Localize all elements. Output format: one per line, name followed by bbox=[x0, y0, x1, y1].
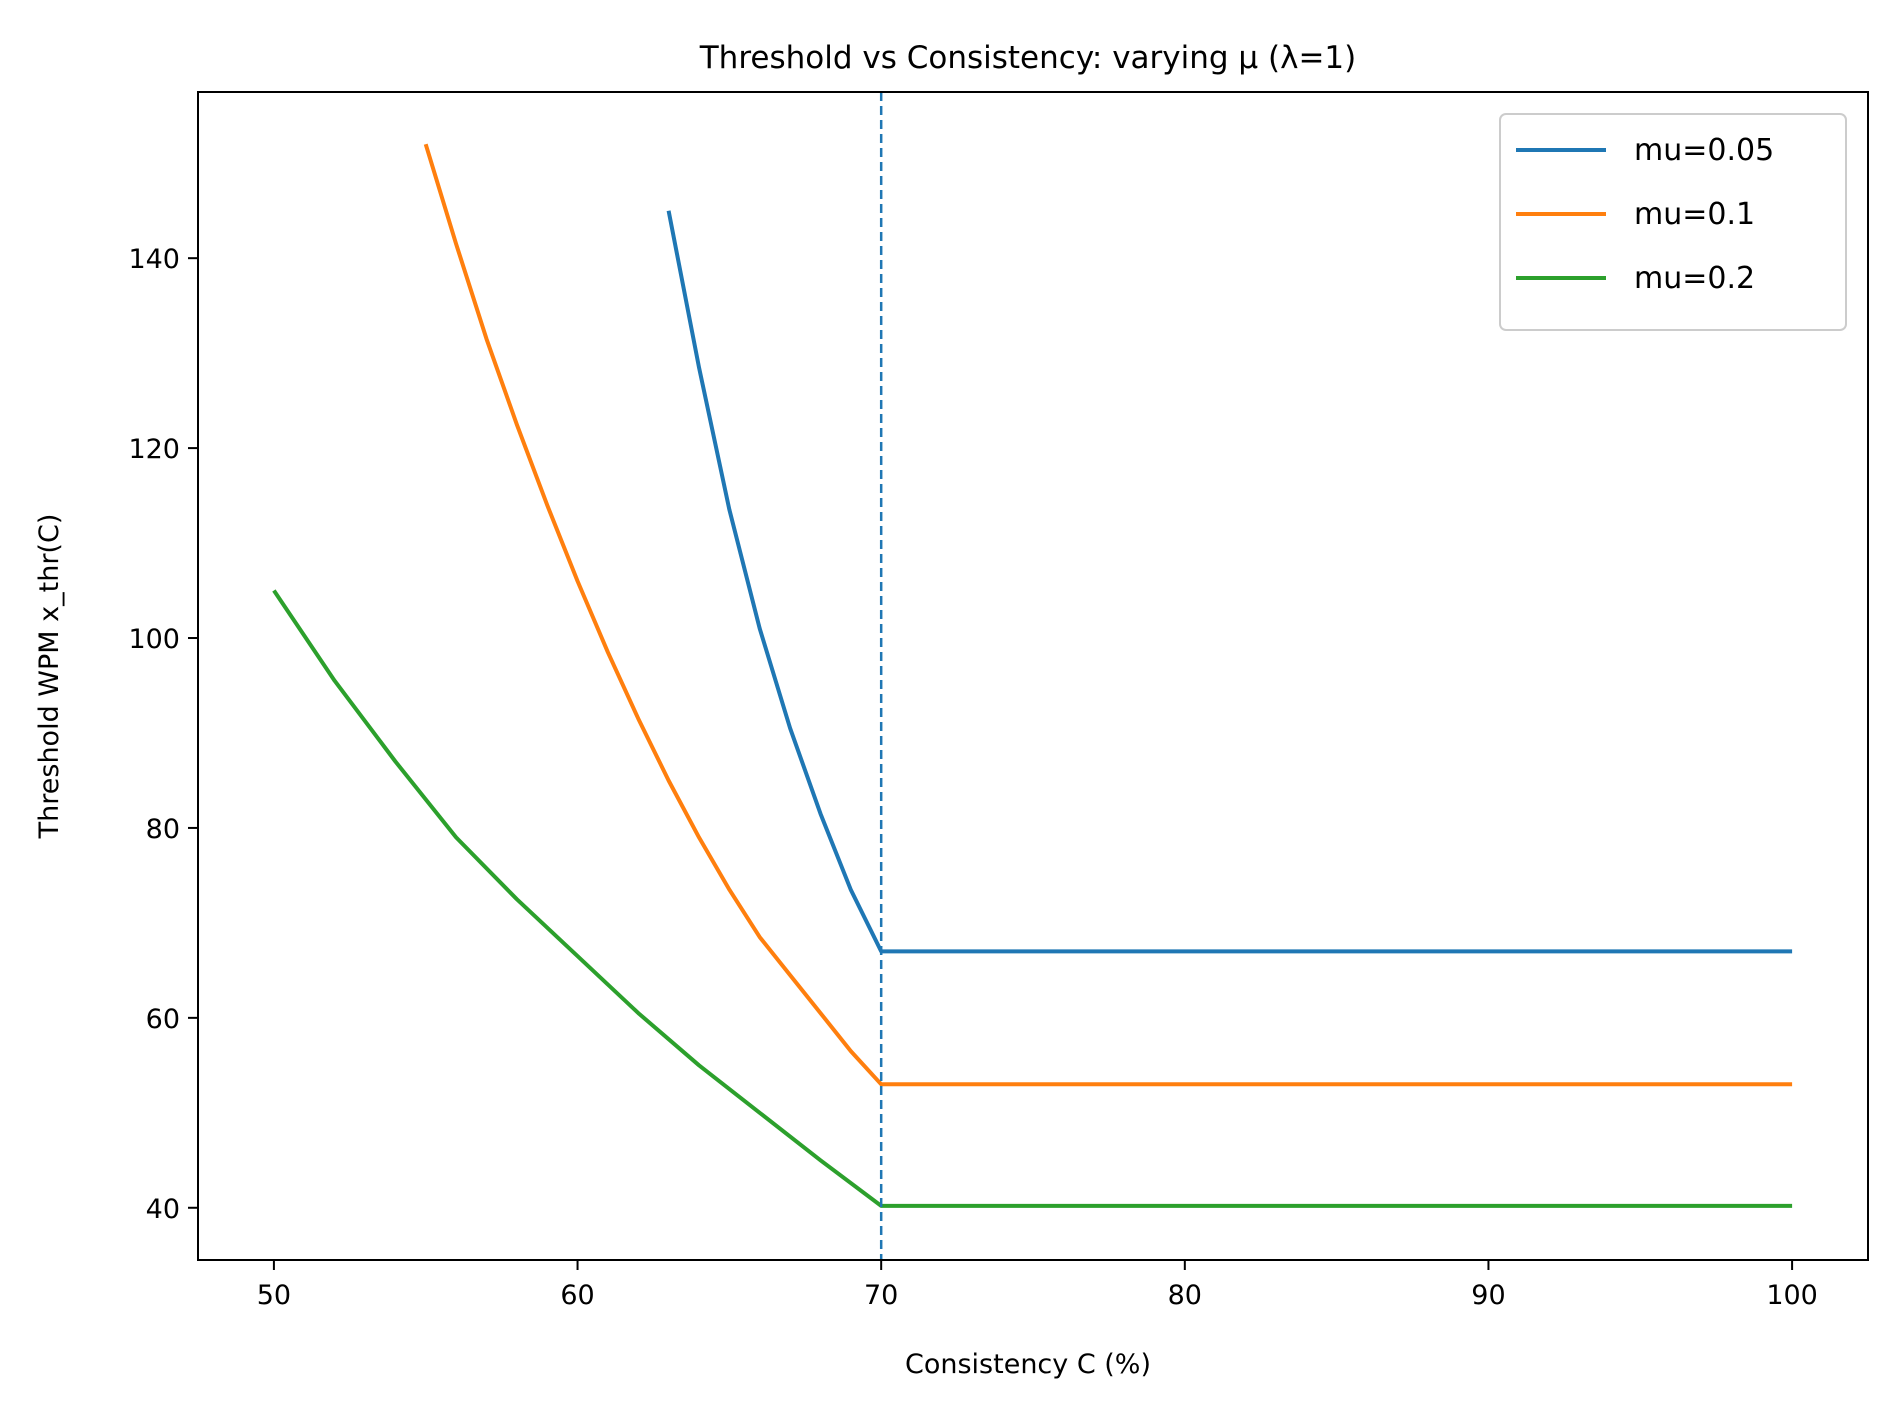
legend-label-2: mu=0.2 bbox=[1634, 261, 1755, 296]
x-tick-label: 80 bbox=[1168, 1280, 1202, 1311]
y-tick-label: 80 bbox=[146, 814, 180, 845]
plot-area bbox=[197, 91, 1869, 1261]
x-tick-label: 90 bbox=[1471, 1280, 1505, 1311]
x-tick-label: 100 bbox=[1766, 1280, 1818, 1311]
y-tick-label: 140 bbox=[128, 244, 180, 275]
y-tick-label: 60 bbox=[146, 1004, 180, 1035]
chart-title: Threshold vs Consistency: varying μ (λ=1… bbox=[699, 40, 1357, 76]
legend-label-1: mu=0.1 bbox=[1634, 197, 1755, 232]
axis-ticks: 50 60 70 80 90 100 40 60 80 100 120 140 bbox=[128, 244, 1817, 1311]
legend-label-0: mu=0.05 bbox=[1634, 133, 1774, 168]
axes-frame bbox=[197, 91, 1869, 1261]
y-tick-label: 100 bbox=[128, 624, 180, 655]
x-tick-label: 70 bbox=[864, 1280, 898, 1311]
x-axis-label: Consistency C (%) bbox=[905, 1349, 1151, 1380]
y-tick-label: 120 bbox=[128, 434, 180, 465]
legend: mu=0.05 mu=0.1 mu=0.2 bbox=[1499, 113, 1847, 331]
y-axis-label: Threshold WPM x_thr(C) bbox=[34, 514, 65, 840]
x-tick-label: 60 bbox=[560, 1280, 594, 1311]
series-line-2 bbox=[272, 589, 1793, 1208]
x-tick-label: 50 bbox=[257, 1280, 291, 1311]
series-line-1 bbox=[423, 143, 1793, 1087]
y-tick-label: 40 bbox=[146, 1194, 180, 1225]
